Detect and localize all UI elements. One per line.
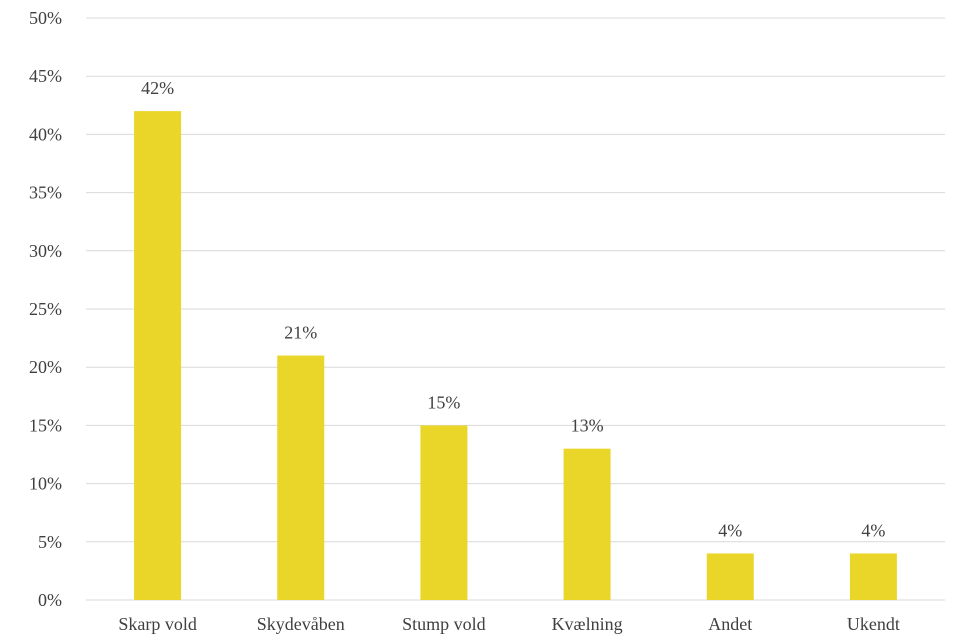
data-label: 13%: [571, 416, 604, 436]
y-tick-label: 20%: [29, 357, 62, 377]
bar-stump-vold: [420, 425, 468, 600]
data-label: 4%: [861, 520, 885, 540]
y-tick-label: 30%: [29, 241, 62, 261]
y-tick-label: 45%: [29, 66, 62, 86]
bar-skarp-vold: [134, 111, 182, 601]
y-tick-label: 15%: [29, 415, 62, 435]
bar-kvælning: [563, 448, 611, 600]
x-category-label: Ukendt: [847, 614, 900, 634]
x-category-label: Skarp vold: [118, 614, 197, 634]
data-label: 21%: [284, 323, 317, 343]
x-axis-category-labels: Skarp vold Skydevåben Stump vold Kvælning An…: [118, 614, 900, 634]
x-category-label: Stump vold: [402, 614, 486, 634]
y-tick-label: 5%: [38, 532, 62, 552]
bar-andet: [706, 553, 754, 600]
x-category-label: Skydevåben: [257, 614, 345, 634]
data-labels: 42% 21% 15% 13% 4% 4%: [141, 78, 885, 540]
y-tick-label: 25%: [29, 299, 62, 319]
y-axis-tick-labels: 0% 5% 10% 15% 20% 25% 30% 35% 40% 45% 50%: [29, 8, 62, 610]
y-tick-label: 10%: [29, 474, 62, 494]
y-tick-label: 35%: [29, 183, 62, 203]
x-category-label: Kvælning: [552, 614, 623, 634]
data-label: 4%: [718, 520, 742, 540]
data-label: 15%: [427, 392, 460, 412]
y-tick-label: 40%: [29, 124, 62, 144]
bar-skydevåben: [277, 355, 325, 600]
bars: [134, 111, 897, 601]
x-category-label: Andet: [708, 614, 752, 634]
gridlines: [86, 17, 945, 601]
y-tick-label: 50%: [29, 8, 62, 28]
y-tick-label: 0%: [38, 590, 62, 610]
bar-ukendt: [849, 553, 897, 600]
data-label: 42%: [141, 78, 174, 98]
